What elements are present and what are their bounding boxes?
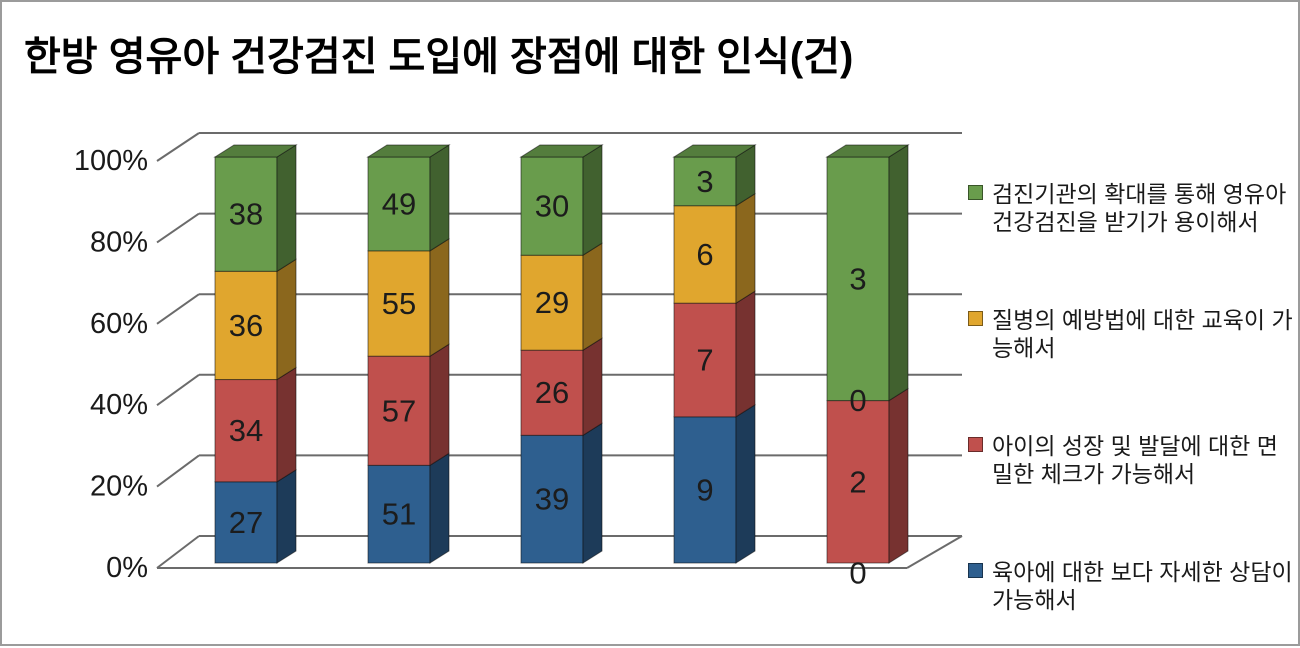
segment-value-label: 55	[382, 286, 416, 321]
y-tick-label: 0%	[106, 552, 148, 584]
legend-label: 질병의 예방법에 대한 교육이 가능해서	[992, 307, 1293, 362]
segment-value-label: 0	[849, 383, 866, 418]
segment-value-label: 3	[696, 164, 713, 199]
segment-side	[276, 468, 297, 564]
segment-value-label: 51	[382, 497, 416, 532]
segment-value-label: 2	[849, 464, 866, 499]
segment-top	[519, 144, 604, 158]
legend-item-4: 육아에 대한 보다 자세한 상담이 가능해서	[968, 558, 1298, 614]
grid-diagonal	[156, 373, 200, 407]
segment-value-label: 30	[535, 189, 569, 224]
segment-value-label: 6	[696, 237, 713, 272]
chart-canvas: 0%20%40%60%80%100%2734363851575549392629…	[74, 132, 963, 591]
segment-side	[735, 290, 756, 418]
segment-side	[735, 403, 756, 564]
segment-value-label: 29	[535, 285, 569, 320]
chart-title: 한방 영유아 건강검진 도입에 장점에 대한 인식(건)	[24, 35, 854, 79]
segment-side	[429, 237, 450, 358]
segment-side	[582, 422, 603, 564]
segment-side	[429, 452, 450, 564]
grid-diagonal	[156, 132, 200, 162]
segment-side	[582, 242, 603, 352]
y-tick-label: 40%	[90, 389, 148, 421]
segment-side	[276, 366, 297, 483]
legend-swatch	[968, 437, 983, 453]
segment-top	[825, 144, 910, 158]
segment-front	[214, 156, 278, 272]
segment-value-label: 34	[229, 413, 263, 448]
y-tick-label: 60%	[90, 308, 148, 340]
segment-value-label: 9	[696, 472, 713, 507]
segment-value-label: 27	[229, 505, 263, 540]
segment-value-label: 49	[382, 186, 416, 221]
legend-swatch	[968, 311, 983, 327]
legend-item-3: 아이의 성장 및 발달에 대한 면밀한 체크가 가능해서	[968, 432, 1298, 488]
segment-front	[367, 464, 431, 564]
segment-front	[520, 434, 584, 564]
segment-top	[672, 144, 757, 158]
segment-front	[673, 156, 737, 207]
segment-front	[367, 156, 431, 252]
bar-4	[672, 144, 757, 564]
legend-swatch	[968, 185, 983, 200]
segment-front	[520, 254, 584, 351]
legend-label: 아이의 성장 및 발달에 대한 면밀한 체크가 가능해서	[992, 433, 1278, 488]
segment-side	[429, 144, 450, 252]
segment-value-label: 57	[382, 393, 416, 428]
segment-value-label: 3	[849, 261, 866, 296]
grid-diagonal	[156, 454, 200, 488]
chart: 0% 20% 40% 60% 80% 100% 27 34 36 38 51 57 55 49 39 26 29…	[2, 2, 1002, 648]
bar-5	[825, 144, 910, 564]
grid-diagonal	[156, 535, 200, 569]
legend-swatch	[968, 563, 983, 579]
segment-value-label: 36	[229, 308, 263, 343]
legend-item-2: 질병의 예방법에 대한 교육이 가능해서	[968, 306, 1298, 362]
grid-diagonal	[156, 293, 200, 325]
segment-top	[366, 144, 451, 158]
segment-front	[673, 205, 737, 304]
grid-diagonal	[156, 212, 200, 244]
segment-front	[826, 400, 890, 564]
segment-top	[213, 144, 298, 158]
bar-1	[213, 144, 298, 564]
segment-front	[214, 270, 278, 381]
segment-front	[673, 416, 737, 564]
segment-value-label: 39	[535, 482, 569, 517]
segment-value-label: 0	[849, 556, 866, 591]
y-tick-label: 100%	[74, 145, 148, 177]
segment-side	[582, 337, 603, 437]
segment-front	[214, 379, 278, 483]
segment-side	[888, 387, 909, 564]
bar-3	[519, 144, 604, 564]
segment-front	[673, 302, 737, 418]
segment-value-label: 7	[696, 343, 713, 378]
segment-side	[888, 144, 909, 402]
segment-side	[276, 144, 297, 273]
bar-2	[366, 144, 451, 564]
legend-label: 육아에 대한 보다 자세한 상담이 가능해서	[992, 559, 1293, 614]
segment-side	[429, 343, 450, 467]
y-tick-label: 20%	[90, 471, 148, 503]
segment-side	[582, 144, 603, 257]
segment-side	[735, 192, 756, 305]
y-tick-label: 80%	[90, 226, 148, 258]
segment-front	[367, 250, 431, 357]
segment-value-label: 26	[535, 375, 569, 410]
segment-side	[276, 258, 297, 381]
segment-value-label: 38	[229, 197, 263, 232]
segment-front	[520, 156, 584, 256]
segment-front	[520, 349, 584, 436]
segment-front	[367, 355, 431, 466]
legend-label: 검진기관의 확대를 통해 영유아 건강검진을 받기가 용이해서	[992, 181, 1287, 236]
legend-item-1: 검진기관의 확대를 통해 영유아 건강검진을 받기가 용이해서	[968, 180, 1298, 236]
floor-right-edge	[906, 535, 963, 569]
